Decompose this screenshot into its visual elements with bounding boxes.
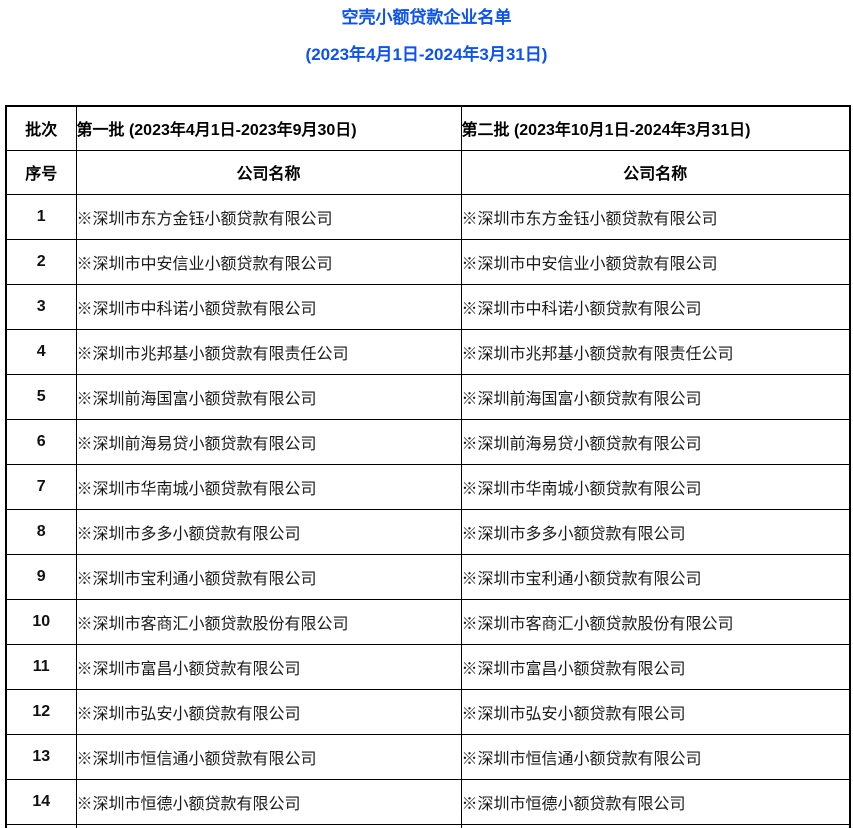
header-row-company: 序号 公司名称 公司名称	[5, 149, 851, 195]
company-cell-batch2	[460, 823, 851, 828]
serial-cell: 8	[5, 508, 77, 555]
header-cell-serial: 序号	[5, 149, 77, 195]
table-row: 8 ※深圳市多多小额贷款有限公司 ※深圳市多多小额贷款有限公司	[5, 508, 851, 555]
company-cell-batch1	[75, 823, 462, 828]
table-row: 10 ※深圳市客商汇小额贷款股份有限公司 ※深圳市客商汇小额贷款股份有限公司	[5, 598, 851, 645]
company-cell-batch2: ※深圳市多多小额贷款有限公司	[460, 508, 851, 555]
table-row: 1 ※深圳市东方金钰小额贷款有限公司 ※深圳市东方金钰小额贷款有限公司	[5, 193, 851, 240]
company-cell-batch1: ※深圳市兆邦基小额贷款有限责任公司	[75, 328, 462, 375]
company-cell-batch1: ※深圳市客商汇小额贷款股份有限公司	[75, 598, 462, 645]
company-cell-batch2: ※深圳市恒德小额贷款有限公司	[460, 778, 851, 825]
company-cell-batch2: ※深圳前海国富小额贷款有限公司	[460, 373, 851, 420]
table-row: 13 ※深圳市恒信通小额贷款有限公司 ※深圳市恒信通小额贷款有限公司	[5, 733, 851, 780]
company-cell-batch1: ※深圳市中科诺小额贷款有限公司	[75, 283, 462, 330]
header-row-batch: 批次 第一批 (2023年4月1日-2023年9月30日) 第二批 (2023年…	[5, 105, 851, 151]
company-cell-batch1: ※深圳市多多小额贷款有限公司	[75, 508, 462, 555]
header-cell-company-1: 公司名称	[75, 149, 462, 195]
company-cell-batch1: ※深圳市宝利通小额贷款有限公司	[75, 553, 462, 600]
serial-cell: 3	[5, 283, 77, 330]
company-cell-batch2: ※深圳前海易贷小额贷款有限公司	[460, 418, 851, 465]
serial-cell: 2	[5, 238, 77, 285]
company-cell-batch1: ※深圳前海国富小额贷款有限公司	[75, 373, 462, 420]
table-row: 14 ※深圳市恒德小额贷款有限公司 ※深圳市恒德小额贷款有限公司	[5, 778, 851, 825]
company-cell-batch2: ※深圳市恒信通小额贷款有限公司	[460, 733, 851, 780]
company-cell-batch2: ※深圳市宝利通小额贷款有限公司	[460, 553, 851, 600]
header-cell-company-2: 公司名称	[460, 149, 851, 195]
shell-loan-companies-table: 批次 第一批 (2023年4月1日-2023年9月30日) 第二批 (2023年…	[5, 105, 851, 828]
company-cell-batch1: ※深圳市中安信业小额贷款有限公司	[75, 238, 462, 285]
serial-cell: 7	[5, 463, 77, 510]
serial-cell: 10	[5, 598, 77, 645]
table-row: 11 ※深圳市富昌小额贷款有限公司 ※深圳市富昌小额贷款有限公司	[5, 643, 851, 690]
company-cell-batch2: ※深圳市客商汇小额贷款股份有限公司	[460, 598, 851, 645]
serial-cell: 4	[5, 328, 77, 375]
company-cell-batch1: ※深圳市弘安小额贷款有限公司	[75, 688, 462, 735]
header-cell-batch1: 第一批 (2023年4月1日-2023年9月30日)	[75, 105, 462, 151]
company-cell-batch2: ※深圳市弘安小额贷款有限公司	[460, 688, 851, 735]
company-cell-batch2: ※深圳市兆邦基小额贷款有限责任公司	[460, 328, 851, 375]
table-row-partial	[5, 823, 851, 828]
company-cell-batch1: ※深圳前海易贷小额贷款有限公司	[75, 418, 462, 465]
page-subtitle: (2023年4月1日-2024年3月31日)	[305, 45, 548, 64]
table-row: 5 ※深圳前海国富小额贷款有限公司 ※深圳前海国富小额贷款有限公司	[5, 373, 851, 420]
company-cell-batch1: ※深圳市华南城小额贷款有限公司	[75, 463, 462, 510]
company-cell-batch2: ※深圳市中科诺小额贷款有限公司	[460, 283, 851, 330]
header-cell-batch: 批次	[5, 105, 77, 151]
table-row: 12 ※深圳市弘安小额贷款有限公司 ※深圳市弘安小额贷款有限公司	[5, 688, 851, 735]
company-cell-batch1: ※深圳市恒德小额贷款有限公司	[75, 778, 462, 825]
header-cell-batch2: 第二批 (2023年10月1日-2024年3月31日)	[460, 105, 851, 151]
serial-cell: 14	[5, 778, 77, 825]
table-row: 7 ※深圳市华南城小额贷款有限公司 ※深圳市华南城小额贷款有限公司	[5, 463, 851, 510]
table-row: 3 ※深圳市中科诺小额贷款有限公司 ※深圳市中科诺小额贷款有限公司	[5, 283, 851, 330]
table-header: 批次 第一批 (2023年4月1日-2023年9月30日) 第二批 (2023年…	[5, 105, 851, 195]
company-cell-batch1: ※深圳市富昌小额贷款有限公司	[75, 643, 462, 690]
table-row: 2 ※深圳市中安信业小额贷款有限公司 ※深圳市中安信业小额贷款有限公司	[5, 238, 851, 285]
company-cell-batch1: ※深圳市恒信通小额贷款有限公司	[75, 733, 462, 780]
company-cell-batch2: ※深圳市富昌小额贷款有限公司	[460, 643, 851, 690]
serial-cell: 9	[5, 553, 77, 600]
table-row: 9 ※深圳市宝利通小额贷款有限公司 ※深圳市宝利通小额贷款有限公司	[5, 553, 851, 600]
company-cell-batch2: ※深圳市东方金钰小额贷款有限公司	[460, 193, 851, 240]
serial-cell: 1	[5, 193, 77, 240]
table-body: 1 ※深圳市东方金钰小额贷款有限公司 ※深圳市东方金钰小额贷款有限公司 2 ※深…	[5, 193, 851, 828]
table-row: 6 ※深圳前海易贷小额贷款有限公司 ※深圳前海易贷小额贷款有限公司	[5, 418, 851, 465]
serial-cell: 6	[5, 418, 77, 465]
company-cell-batch2: ※深圳市中安信业小额贷款有限公司	[460, 238, 851, 285]
table-row: 4 ※深圳市兆邦基小额贷款有限责任公司 ※深圳市兆邦基小额贷款有限责任公司	[5, 328, 851, 375]
serial-cell: 11	[5, 643, 77, 690]
serial-cell: 5	[5, 373, 77, 420]
page-title: 空壳小额贷款企业名单	[341, 8, 512, 27]
company-cell-batch1: ※深圳市东方金钰小额贷款有限公司	[75, 193, 462, 240]
company-cell-batch2: ※深圳市华南城小额贷款有限公司	[460, 463, 851, 510]
serial-cell: 13	[5, 733, 77, 780]
serial-cell: 12	[5, 688, 77, 735]
serial-cell	[5, 823, 77, 828]
